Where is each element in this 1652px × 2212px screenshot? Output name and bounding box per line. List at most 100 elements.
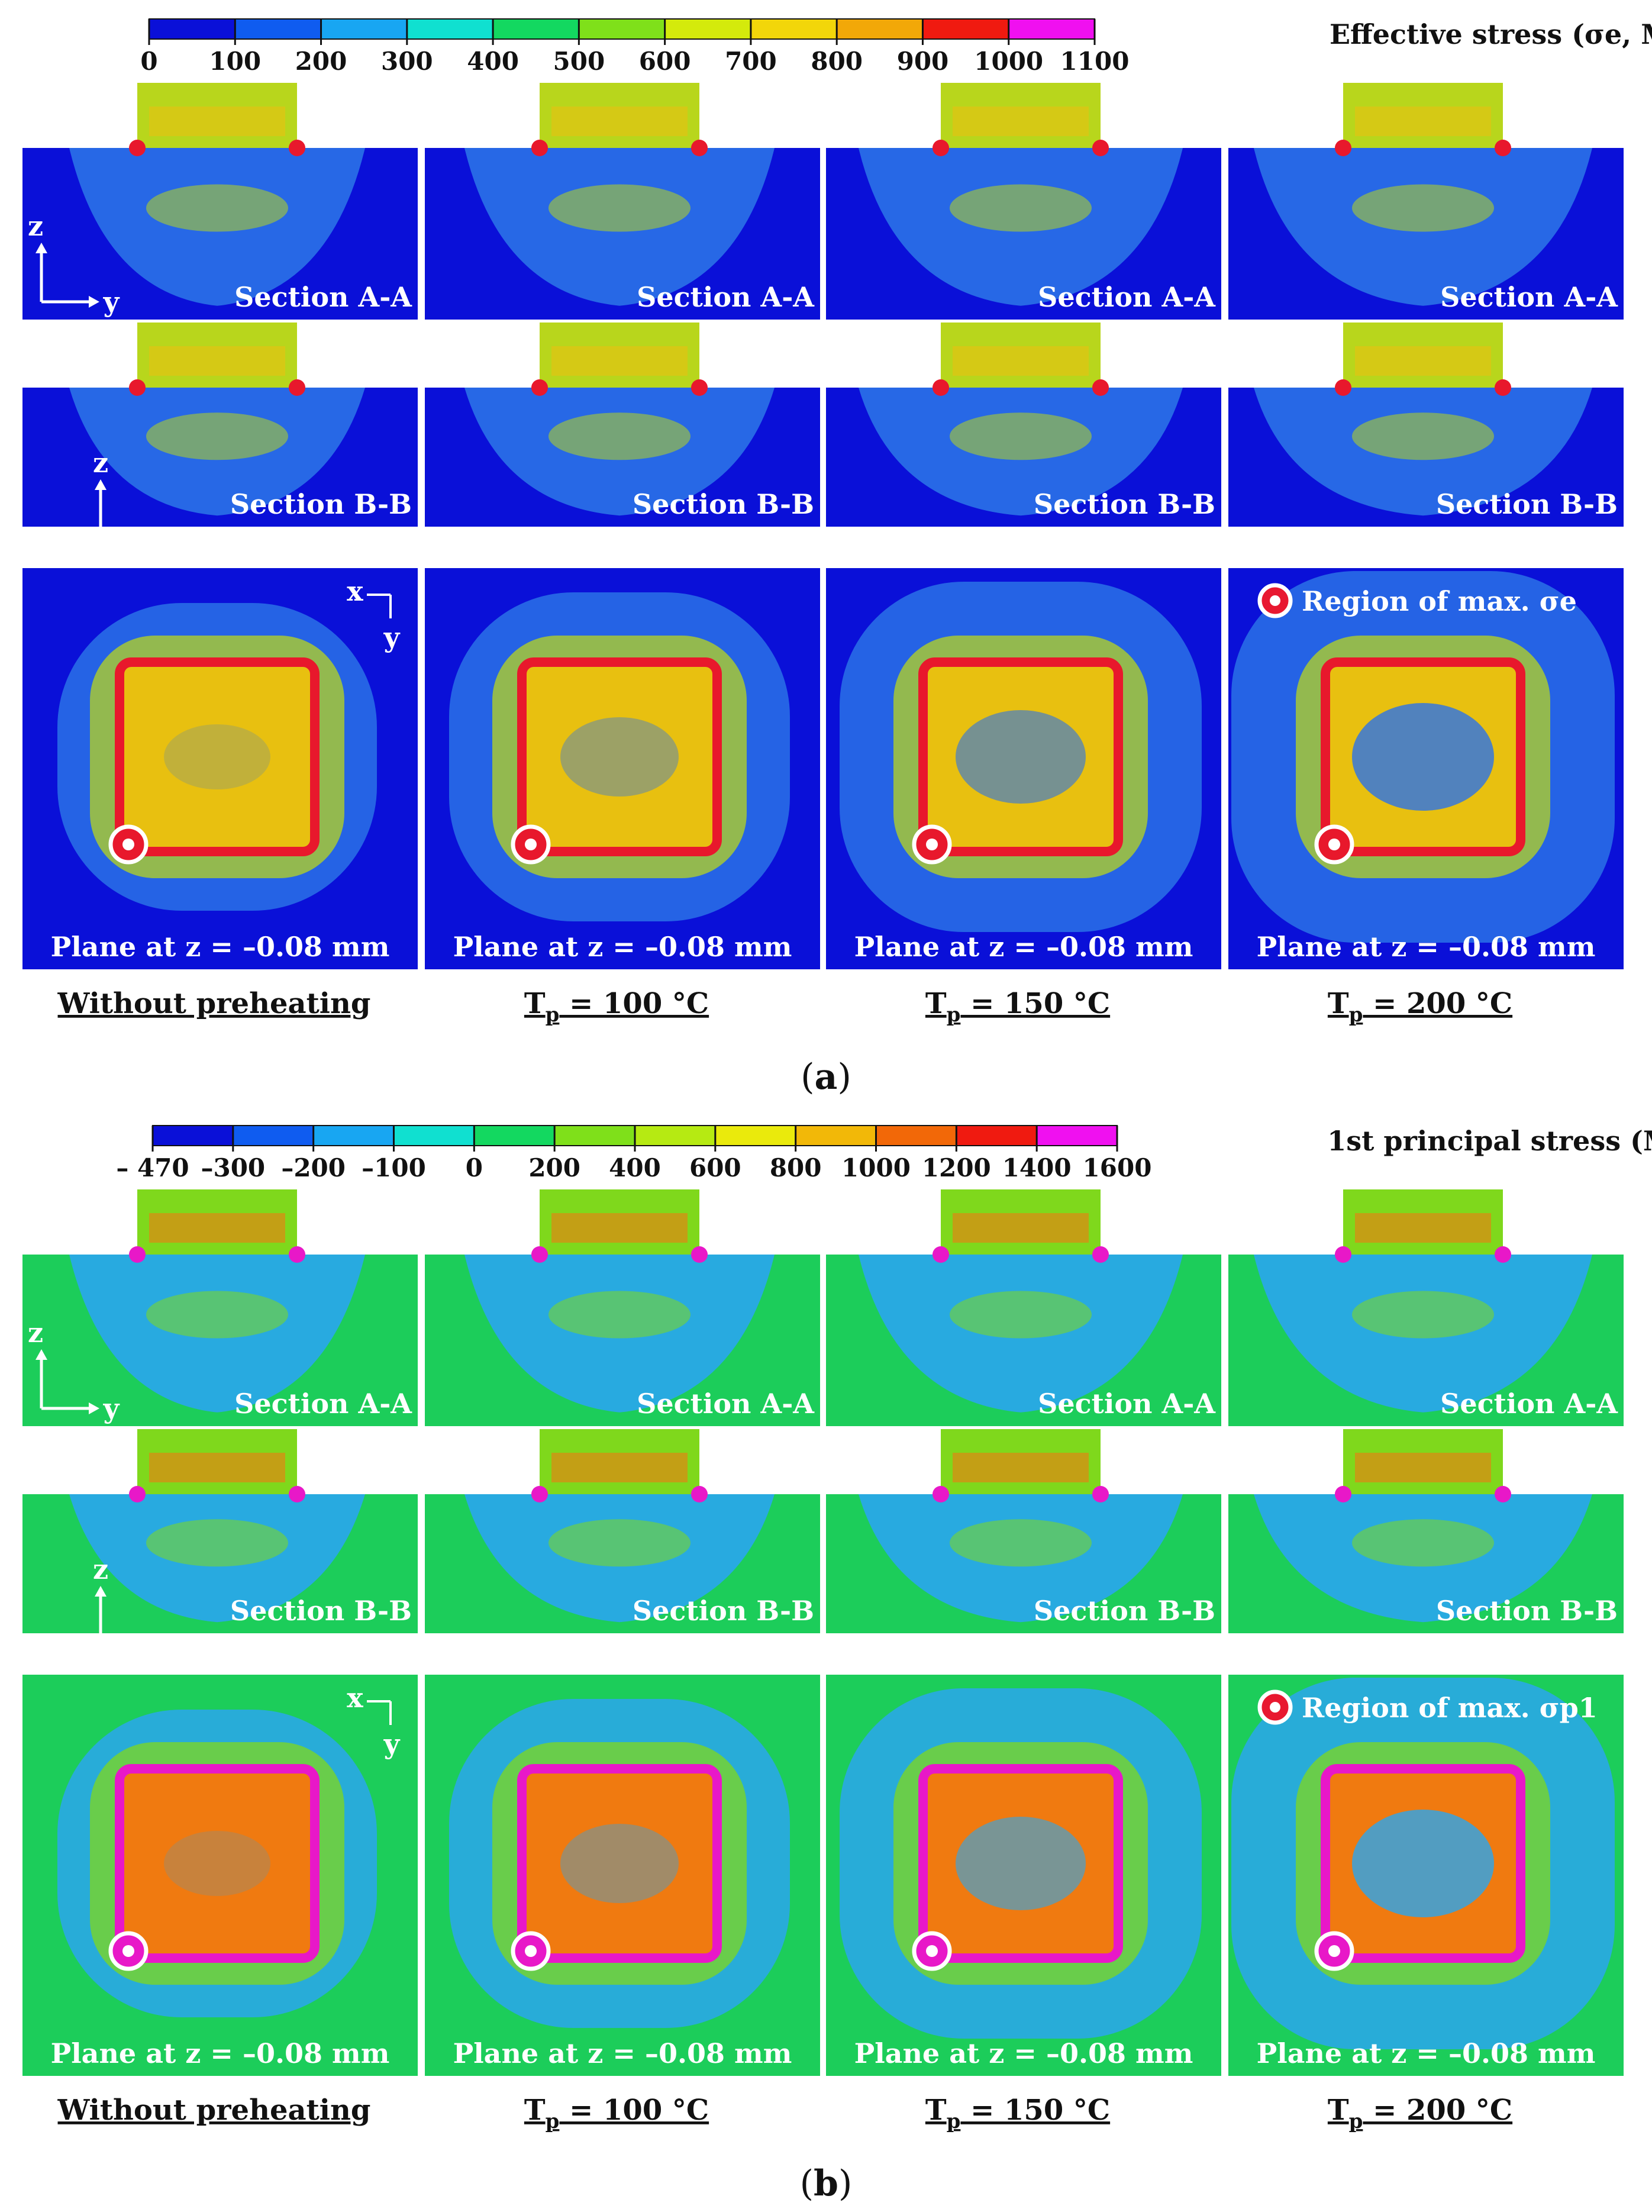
arrow-head: [95, 1586, 107, 1597]
corner-hotspot: [933, 1246, 949, 1263]
plane-center: [956, 710, 1086, 804]
plane-panel: Plane at z = –0.08 mm: [22, 1675, 418, 2076]
plane-center: [1352, 703, 1494, 811]
corner-hotspot: [289, 379, 305, 396]
axis-triad: zx: [20, 447, 108, 554]
corner-hotspot: [933, 1486, 949, 1502]
section-label: Section A-A: [637, 1388, 815, 1420]
max-region-legend: Region of max. σp1: [1257, 1689, 1598, 1725]
section-label: Section A-A: [1038, 281, 1216, 313]
column-label-sub: p: [947, 2110, 961, 2133]
corner-hotspot: [289, 140, 305, 156]
plane-edge: [517, 657, 722, 856]
column-label: Tp = 100 °C: [524, 987, 709, 1027]
colorbar-tick-label: 200: [528, 1153, 580, 1182]
colorbar-tick-label: 900: [897, 47, 949, 76]
plane-edge: [1321, 1764, 1525, 1963]
max-region-marker-core: [1270, 1702, 1280, 1713]
corner-hotspot: [289, 1486, 305, 1502]
deposit-core: [551, 1453, 688, 1482]
stress-core: [950, 412, 1092, 460]
column-label: Tp = 200 °C: [1328, 987, 1512, 1027]
corner-hotspot: [933, 379, 949, 396]
column-label-tail: = 150 °C: [960, 2094, 1110, 2127]
corner-hotspot: [691, 1246, 708, 1263]
axis-triad: zx: [20, 1553, 108, 1661]
plane-label: Plane at z = –0.08 mm: [854, 2037, 1193, 2069]
deposit-core: [953, 107, 1089, 136]
plane-panel: Plane at z = –0.08 mm: [826, 568, 1221, 969]
plane-label: Plane at z = –0.08 mm: [453, 931, 792, 963]
plane-center: [560, 1824, 679, 1903]
stress-core: [950, 1291, 1092, 1339]
colorbar-title: Effective stress (σe, MPa): [1330, 18, 1652, 50]
corner-hotspot: [289, 1246, 305, 1263]
colorbar-segment: [493, 19, 579, 39]
arrow-head: [89, 296, 99, 308]
axis-side-label: x: [20, 1629, 37, 1661]
stress-core: [146, 1519, 288, 1567]
section-label: Section B-B: [1034, 488, 1215, 520]
plane-deposit: [522, 1769, 717, 1958]
column-label: Tp = 100 °C: [524, 2094, 709, 2133]
colorbar-title: 1st principal stress (MPa): [1327, 1125, 1652, 1157]
column-label: Without preheating: [57, 987, 371, 1020]
corner-hotspot: [1335, 1246, 1351, 1263]
deposit-core: [149, 346, 285, 376]
deposit-core: [1355, 1453, 1491, 1482]
arrow-head: [95, 479, 107, 490]
axis-side-label: x: [20, 523, 37, 554]
column-label-tail: = 200 °C: [1363, 2094, 1512, 2127]
legend-text: Region of max. σe: [1302, 585, 1577, 617]
axis-up-label: z: [93, 1553, 108, 1585]
plane-label: Plane at z = –0.08 mm: [854, 931, 1193, 963]
subfigure-letter: a: [815, 1056, 838, 1098]
stress-core: [1352, 412, 1494, 460]
stress-core: [1352, 1291, 1494, 1339]
part-b: – 470 –300 –200 –100 0 200 400 600 800 1000 1200 14…: [20, 1125, 1652, 2204]
axis-up-label: z: [28, 1317, 43, 1349]
deposit-core: [953, 346, 1089, 376]
corner-hotspot: [1335, 140, 1351, 156]
max-region-marker-core: [1328, 1945, 1340, 1957]
colorbar-segment: [235, 19, 322, 39]
colorbar-tick-label: 1000: [841, 1153, 911, 1182]
colorbar-segment: [795, 1126, 876, 1146]
section-b-panel: Section B-B: [826, 1429, 1221, 1633]
axis-side-label: y: [103, 286, 120, 318]
deposit-core: [953, 1213, 1089, 1243]
plane-label: Plane at z = –0.08 mm: [1257, 2037, 1596, 2069]
colorbar-tick-label: 600: [689, 1153, 741, 1182]
colorbar-tick-label: 800: [770, 1153, 822, 1182]
axis-up-label: z: [28, 210, 43, 242]
column-label-main: T: [925, 2094, 947, 2127]
axis-x-label: x: [347, 575, 363, 607]
plane-deposit: [120, 662, 315, 852]
max-region-marker-core: [1270, 595, 1280, 606]
column-label-sub: p: [1349, 1003, 1363, 1027]
section-label: Section B-B: [230, 488, 412, 520]
colorbar-segment: [956, 1126, 1037, 1146]
corner-hotspot: [691, 1486, 708, 1502]
colorbar-segment: [750, 19, 837, 39]
corner-hotspot: [1335, 379, 1351, 396]
plane-label: Plane at z = –0.08 mm: [1257, 931, 1596, 963]
section-a-panel: Section A-A: [1228, 1189, 1624, 1426]
corner-hotspot: [129, 379, 146, 396]
plane-edge: [115, 1764, 320, 1963]
colorbar-tick-label: 1600: [1083, 1153, 1152, 1182]
deposit-core: [149, 1213, 285, 1243]
subfigure-paren: ): [838, 2163, 852, 2204]
colorbar-tick-label: 100: [209, 47, 261, 76]
stress-core: [548, 412, 691, 460]
corner-hotspot: [129, 140, 146, 156]
deposit-core: [953, 1453, 1089, 1482]
colorbar-segment: [313, 1126, 394, 1146]
arrow-head: [89, 1402, 99, 1414]
corner-hotspot: [1495, 1246, 1511, 1263]
section-a-panel: Section A-A: [826, 83, 1221, 320]
colorbar-segment: [149, 19, 235, 39]
column-label-sub: p: [1349, 2110, 1363, 2133]
axis-x-label: x: [347, 1682, 363, 1714]
column-label-main: T: [1328, 987, 1349, 1020]
